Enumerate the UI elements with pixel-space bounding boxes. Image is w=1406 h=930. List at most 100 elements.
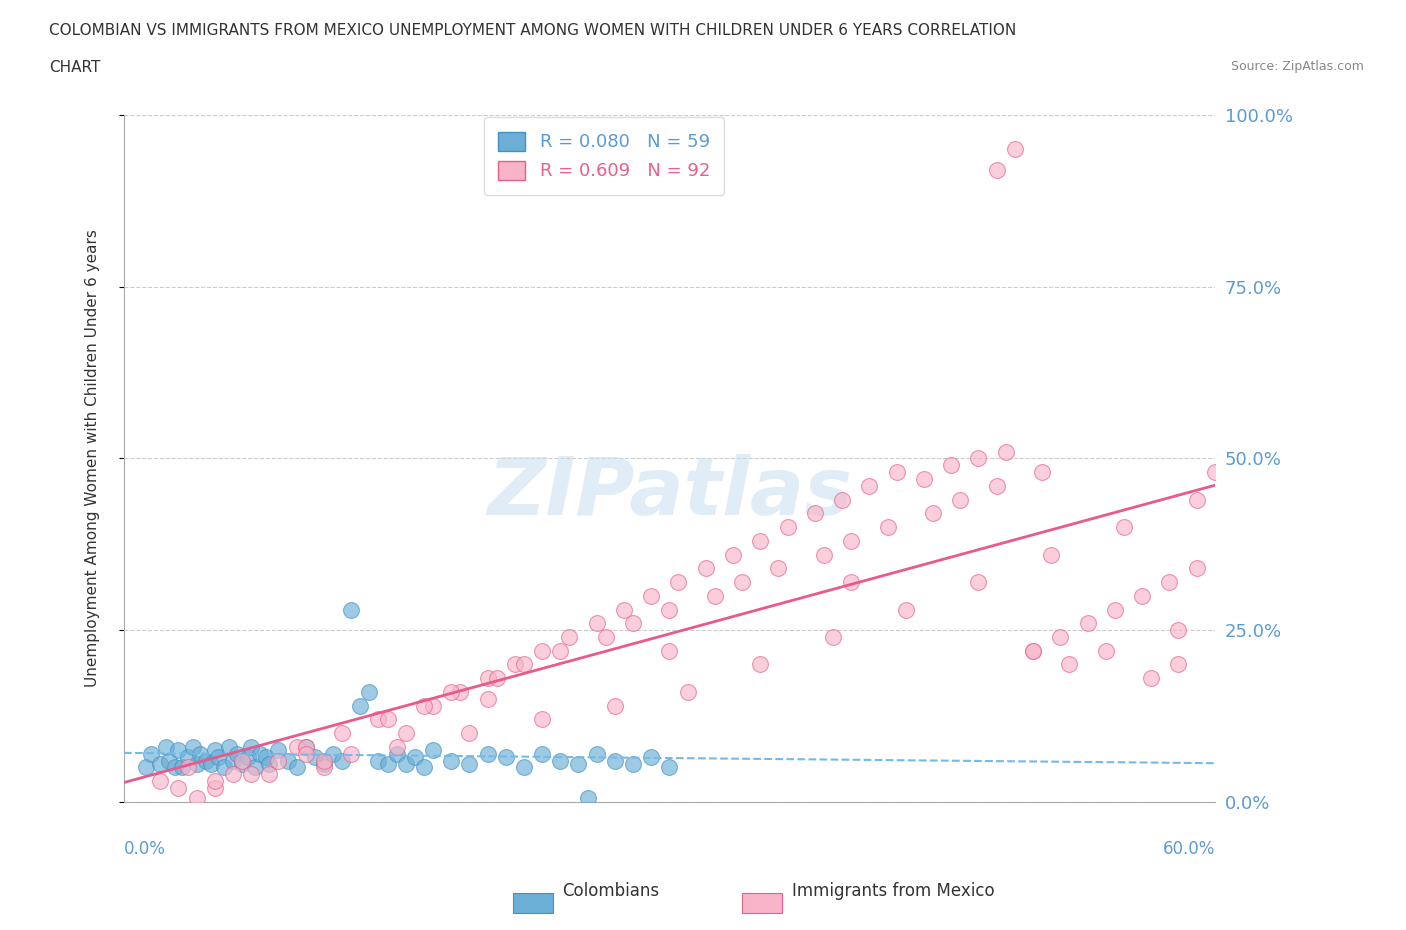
Legend: R = 0.080   N = 59, R = 0.609   N = 92: R = 0.080 N = 59, R = 0.609 N = 92 (484, 117, 724, 195)
Text: Source: ZipAtlas.com: Source: ZipAtlas.com (1230, 60, 1364, 73)
Point (986, 163, 1008, 178)
Point (967, 575, 990, 590)
Point (1167, 623, 1189, 638)
Point (231, 757, 253, 772)
Point (548, 753, 571, 768)
Point (548, 644, 571, 658)
Point (731, 575, 754, 590)
Point (1022, 644, 1045, 658)
Point (285, 739, 308, 754)
Point (422, 743, 444, 758)
Point (176, 750, 198, 764)
Point (377, 712, 399, 727)
Point (640, 750, 662, 764)
Point (294, 739, 316, 754)
Point (167, 780, 190, 795)
Y-axis label: Unemployment Among Women with Children Under 6 years: Unemployment Among Women with Children U… (86, 230, 100, 687)
Point (1112, 520, 1135, 535)
Point (167, 743, 190, 758)
Point (149, 757, 172, 772)
Point (621, 616, 644, 631)
Point (567, 757, 589, 772)
Text: 60.0%: 60.0% (1163, 840, 1215, 857)
Point (668, 575, 690, 590)
Point (349, 698, 371, 713)
Point (821, 630, 844, 644)
Point (449, 684, 471, 699)
Point (994, 445, 1017, 459)
Point (477, 671, 499, 685)
Point (1004, 142, 1026, 157)
Text: CHART: CHART (49, 60, 101, 75)
Point (312, 760, 335, 775)
Point (477, 746, 499, 761)
Point (249, 746, 271, 761)
Point (367, 753, 389, 768)
Point (513, 657, 536, 671)
Point (1031, 465, 1053, 480)
Point (204, 780, 226, 795)
Point (1185, 561, 1208, 576)
Point (385, 746, 408, 761)
Point (876, 520, 898, 535)
Point (231, 753, 253, 768)
Point (595, 630, 617, 644)
Point (495, 750, 517, 764)
Point (1185, 492, 1208, 507)
Point (967, 451, 990, 466)
Point (440, 753, 463, 768)
Point (676, 684, 699, 699)
Point (367, 712, 389, 727)
Point (986, 478, 1008, 493)
Point (1040, 547, 1063, 562)
Point (531, 746, 554, 761)
Point (149, 774, 172, 789)
Point (640, 589, 662, 604)
Point (340, 602, 363, 617)
Point (1130, 589, 1153, 604)
Point (912, 472, 935, 486)
Point (458, 725, 481, 740)
Point (267, 743, 290, 758)
Point (413, 760, 436, 775)
Point (749, 657, 772, 671)
Point (603, 698, 626, 713)
Point (277, 753, 299, 768)
Point (225, 746, 247, 761)
Point (941, 458, 963, 472)
Point (1204, 465, 1226, 480)
Point (222, 753, 245, 768)
Point (1167, 657, 1189, 671)
Point (304, 750, 326, 764)
Point (404, 750, 426, 764)
Text: Colombians: Colombians (562, 883, 659, 900)
Point (186, 790, 208, 805)
Point (485, 671, 508, 685)
Point (804, 506, 827, 521)
Point (1049, 630, 1071, 644)
Point (259, 767, 281, 782)
Point (294, 746, 316, 761)
Point (172, 760, 194, 775)
Point (377, 757, 399, 772)
Point (294, 739, 316, 754)
Point (194, 753, 217, 768)
Point (1059, 657, 1081, 671)
Point (858, 478, 880, 493)
Text: 0.0%: 0.0% (124, 840, 166, 857)
Point (949, 492, 972, 507)
Point (204, 743, 226, 758)
Point (831, 492, 853, 507)
Point (141, 746, 163, 761)
Point (340, 746, 363, 761)
Point (330, 725, 353, 740)
Point (839, 534, 862, 549)
Point (585, 746, 607, 761)
Point (204, 774, 226, 789)
Text: Immigrants from Mexico: Immigrants from Mexico (792, 883, 994, 900)
Point (1077, 616, 1099, 631)
Point (576, 790, 599, 805)
Point (658, 760, 681, 775)
Point (721, 547, 744, 562)
Point (658, 602, 681, 617)
